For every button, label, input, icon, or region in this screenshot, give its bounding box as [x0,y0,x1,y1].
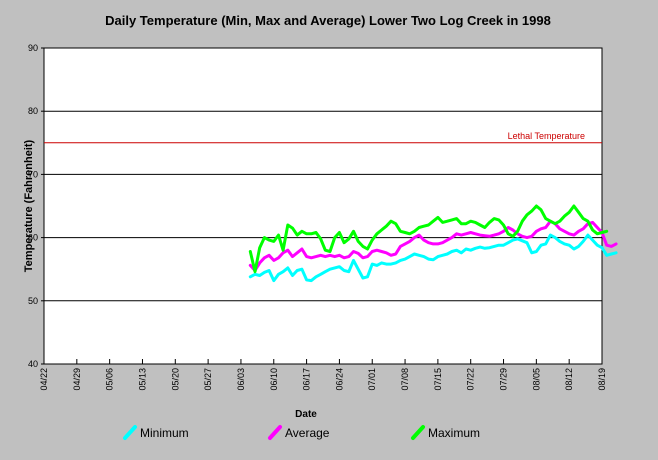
x-axis-ticks: 04/22 04/29 05/06 05/13 05/20 05/27 06/03 06/10… [39,359,607,391]
x-tick-label: 06/10 [269,368,279,391]
x-tick-label: 05/13 [137,368,147,391]
legend-label-average: Average [285,426,330,440]
grid-lines [44,110,602,302]
x-tick-label: 06/03 [236,368,246,391]
lethal-temperature-label: Lethal Temperature [508,131,585,141]
x-tick-label: 04/22 [39,368,49,391]
legend-swatch-minimum [123,425,137,440]
x-tick-label: 07/08 [400,368,410,391]
y-axis-ticks: 40 50 60 70 80 90 [28,43,44,369]
y-axis-label: Temperature (Fahrenheit) [23,139,35,272]
y-tick-label: 70 [28,169,38,179]
x-tick-label: 08/19 [597,368,607,391]
x-tick-label: 08/12 [564,368,574,391]
x-tick-label: 07/22 [466,368,476,391]
x-tick-label: 08/05 [531,368,541,391]
x-tick-label: 06/24 [334,368,344,391]
legend: Minimum Average Maximum [123,425,480,440]
x-tick-label: 07/01 [367,368,377,391]
x-tick-label: 05/27 [203,368,213,391]
y-tick-label: 50 [28,296,38,306]
series-line-minimum [248,233,618,283]
y-tick-label: 80 [28,106,38,116]
series-lines [248,204,618,283]
legend-label-maximum: Maximum [428,426,480,440]
x-axis-label: Date [295,409,317,420]
chart-title: Daily Temperature (Min, Max and Average)… [105,13,551,28]
x-tick-label: 06/17 [302,368,312,391]
x-tick-label: 05/06 [105,368,115,391]
reference-line-group: Lethal Temperature [44,131,602,144]
x-tick-label: 07/29 [499,368,509,391]
series-line-maximum [248,204,609,274]
x-tick-label: 05/20 [170,368,180,391]
legend-swatch-average [268,425,282,440]
legend-swatch-maximum [411,425,425,440]
x-tick-label: 07/15 [433,368,443,391]
y-tick-label: 40 [28,359,38,369]
y-tick-label: 60 [28,233,38,243]
plot-area [43,47,603,365]
legend-label-minimum: Minimum [140,426,189,440]
x-tick-label: 04/29 [72,368,82,391]
y-tick-label: 90 [28,43,38,53]
